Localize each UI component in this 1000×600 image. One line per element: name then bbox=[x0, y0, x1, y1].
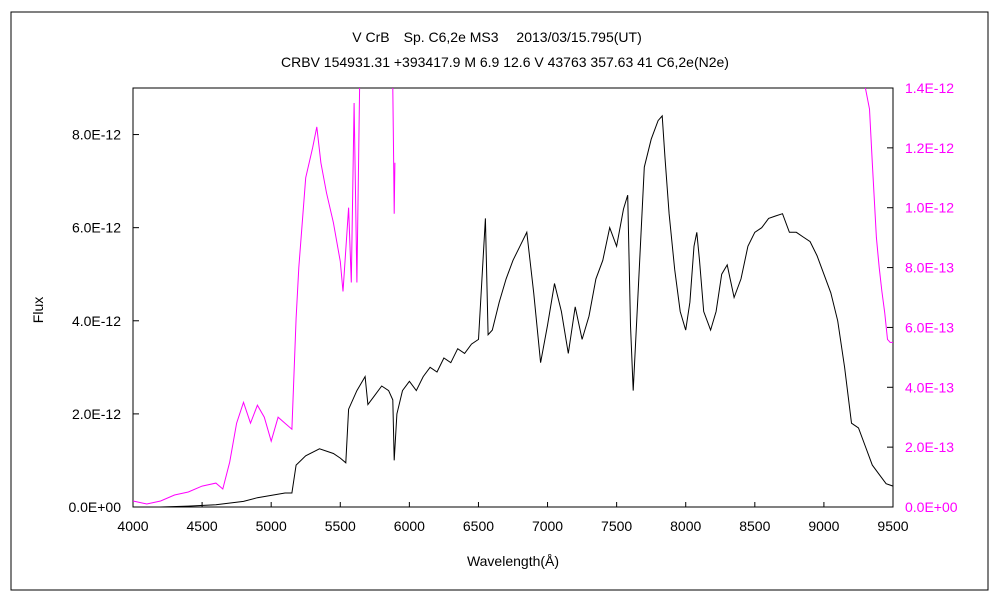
y-right-tick-label: 0.0E+00 bbox=[905, 499, 958, 515]
x-tick-label: 6000 bbox=[394, 518, 425, 534]
y-right-tick-label: 1.4E-12 bbox=[905, 80, 954, 96]
y-left-tick-label: 4.0E-12 bbox=[72, 313, 121, 329]
y-right-tick-label: 6.0E-13 bbox=[905, 319, 954, 335]
x-tick-label: 5000 bbox=[256, 518, 287, 534]
y-left-tick-label: 6.0E-12 bbox=[72, 220, 121, 236]
y-right-tick-label: 8.0E-13 bbox=[905, 260, 954, 276]
y-axis-label: Flux bbox=[30, 297, 46, 323]
x-tick-label: 9500 bbox=[877, 518, 908, 534]
x-tick-label: 6500 bbox=[463, 518, 494, 534]
y-left-tick-label: 0.0E+00 bbox=[68, 499, 121, 515]
x-tick-label: 8500 bbox=[739, 518, 770, 534]
x-tick-label: 8000 bbox=[670, 518, 701, 534]
y-left-tick-label: 2.0E-12 bbox=[72, 406, 121, 422]
series-line-3 bbox=[392, 87, 396, 214]
y-left-tick-label: 8.0E-12 bbox=[72, 127, 121, 143]
y-axis-right: 0.0E+00 2.0E-13 4.0E-13 6.0E-13 8.0E-13 1.0E-… bbox=[887, 80, 958, 515]
series-line-2 bbox=[132, 87, 361, 505]
x-tick-label: 7000 bbox=[532, 518, 563, 534]
y-axis-left: 0.0E+00 2.0E-12 4.0E-12 6.0E-12 8.0E-12 bbox=[68, 127, 139, 515]
chart-subtitle: CRBV 154931.31 +393417.9 M 6.9 12.6 V 43… bbox=[281, 54, 729, 70]
x-axis: 4000 4500 5000 5500 6000 6500 7000 7500 8000 8500… bbox=[117, 502, 909, 534]
series-line-4 bbox=[864, 87, 893, 343]
x-axis-label: Wavelength(Å) bbox=[467, 553, 559, 569]
x-tick-label: 7500 bbox=[601, 518, 632, 534]
series-line-1 bbox=[133, 114, 894, 508]
x-tick-label: 5500 bbox=[325, 518, 356, 534]
x-tick-label: 9000 bbox=[808, 518, 839, 534]
x-tick-label: 4500 bbox=[187, 518, 218, 534]
x-tick-label: 4000 bbox=[117, 518, 148, 534]
chart-title: V CrB Sp. C6,2e MS3 2013/03/15.795(UT) bbox=[352, 29, 641, 45]
series-layer bbox=[132, 87, 894, 508]
y-right-tick-label: 1.2E-12 bbox=[905, 140, 954, 156]
y-right-tick-label: 2.0E-13 bbox=[905, 439, 954, 455]
y-right-tick-label: 1.0E-12 bbox=[905, 200, 954, 216]
plot-area bbox=[132, 87, 894, 508]
y-right-tick-label: 4.0E-13 bbox=[905, 379, 954, 395]
